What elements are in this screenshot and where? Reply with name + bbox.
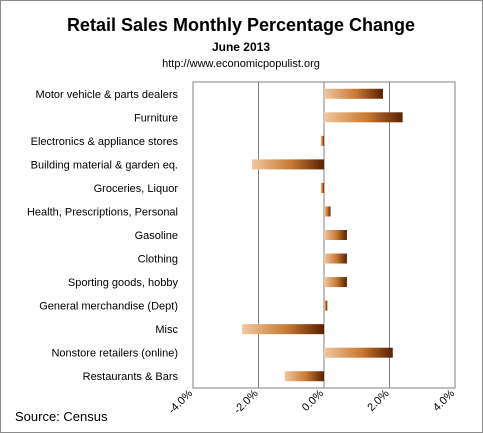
bar-12 (284, 371, 324, 382)
bar-8 (324, 277, 347, 288)
category-label: Nonstore retailers (online) (51, 348, 178, 360)
bar-11 (324, 347, 393, 358)
category-label: Restaurants & Bars (83, 371, 179, 383)
bar-3 (251, 159, 324, 170)
chart-title: Retail Sales Monthly Percentage Change (67, 15, 415, 35)
x-tick-label: 0.0% (300, 387, 326, 413)
bar-5 (324, 206, 331, 217)
source-note: Source: Census (15, 409, 108, 424)
category-label: Misc (155, 324, 178, 336)
category-label: Health, Prescriptions, Personal (27, 206, 178, 218)
category-label: Gasoline (135, 230, 178, 242)
bar-9 (324, 300, 328, 311)
bar-4 (320, 182, 324, 193)
category-labels: Motor vehicle & parts dealers Furniture El… (27, 89, 179, 383)
x-tick-label: -2.0% (232, 387, 261, 416)
bars (242, 88, 403, 382)
source-url: http://www.economicpopulist.org (162, 58, 320, 70)
x-tick-labels: -4.0% -2.0% 0.0% 2.0% 4.0% (166, 387, 457, 416)
category-label: Motor vehicle & parts dealers (36, 89, 179, 101)
category-label: Building material & garden eq. (31, 159, 178, 171)
x-tick-label: 2.0% (365, 387, 391, 413)
category-label: Electronics & appliance stores (31, 136, 179, 148)
category-label: Groceries, Liquor (94, 183, 179, 195)
category-label: Sporting goods, hobby (68, 277, 179, 289)
category-label: Furniture (134, 112, 178, 124)
chart-subtitle: June 2013 (212, 40, 270, 54)
bar-6 (324, 230, 347, 240)
x-tick-label: 4.0% (431, 387, 457, 413)
category-label: Clothing (138, 254, 178, 266)
bar-10 (242, 324, 324, 335)
bar-0 (324, 88, 383, 99)
x-tick-label: -4.0% (166, 387, 195, 416)
bar-7 (324, 253, 347, 264)
category-label: General merchandise (Dept) (39, 301, 178, 313)
bar-2 (320, 135, 324, 146)
bar-1 (324, 112, 403, 123)
